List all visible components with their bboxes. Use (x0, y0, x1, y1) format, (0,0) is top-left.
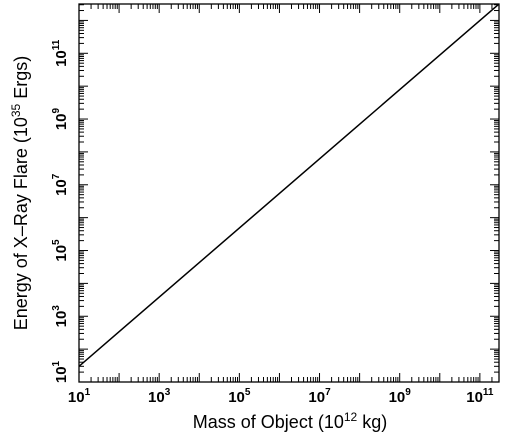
minor-ticks (79, 4, 500, 382)
y-tick-label-exponent: 3 (51, 305, 62, 311)
x-tick-label-exponent: 9 (405, 387, 411, 398)
y-tick-label-base: 10 (53, 311, 70, 328)
y-tick-label: 103 (51, 305, 70, 328)
x-tick-label-base: 10 (389, 389, 406, 406)
x-tick-labels: 101 103 105 107 109 1011 (68, 387, 494, 406)
y-tick-label-exponent: 9 (51, 107, 62, 113)
x-tick-label-base: 10 (228, 389, 245, 406)
y-axis-title-suffix: Ergs) (11, 56, 31, 104)
series-line (79, 4, 499, 367)
x-tick-label: 107 (308, 387, 331, 406)
x-tick-label: 105 (228, 387, 251, 406)
y-tick-label-base: 10 (53, 366, 70, 383)
major-ticks (78, 4, 499, 383)
y-tick-label: 109 (51, 107, 70, 130)
y-tick-label: 105 (51, 239, 70, 262)
y-tick-label-exponent: 7 (51, 173, 62, 179)
x-tick-label-exponent: 11 (483, 387, 494, 398)
x-tick-label-base: 10 (68, 389, 85, 406)
x-axis-title-exponent: 12 (344, 410, 358, 424)
x-tick-label-exponent: 7 (325, 387, 331, 398)
x-axis-title-prefix: Mass of Object (10 (193, 412, 344, 432)
y-axis-title-prefix: Energy of X–Ray Flare (10 (11, 117, 31, 330)
x-tick-label-base: 10 (308, 389, 325, 406)
y-tick-label-base: 10 (53, 179, 70, 196)
x-axis-title-suffix: kg) (357, 412, 387, 432)
x-tick-label: 103 (148, 387, 171, 406)
plot-frame (78, 3, 500, 383)
x-tick-label-base: 10 (148, 389, 165, 406)
x-tick-label-exponent: 5 (245, 387, 251, 398)
y-tick-label: 1011 (51, 39, 70, 67)
y-tick-label: 107 (51, 173, 70, 196)
x-axis-title: Mass of Object (1012 kg) (193, 410, 387, 432)
x-tick-label-exponent: 3 (165, 387, 171, 398)
x-tick-label: 1011 (466, 387, 494, 406)
y-axis-title-exponent: 35 (9, 103, 23, 117)
x-tick-label: 109 (389, 387, 412, 406)
y-tick-label-base: 10 (53, 50, 70, 67)
y-tick-label-exponent: 1 (51, 360, 62, 366)
y-tick-label: 101 (51, 360, 70, 383)
y-tick-label-base: 10 (53, 245, 70, 262)
x-tick-label-exponent: 1 (85, 387, 91, 398)
y-tick-label-exponent: 5 (51, 239, 62, 245)
x-tick-label-base: 10 (466, 389, 483, 406)
x-tick-label: 101 (68, 387, 91, 406)
series-layer (79, 4, 499, 367)
y-tick-label-exponent: 11 (51, 39, 62, 50)
y-axis-title: Energy of X–Ray Flare (1035 Ergs) (9, 56, 31, 330)
y-tick-label-base: 10 (53, 113, 70, 130)
